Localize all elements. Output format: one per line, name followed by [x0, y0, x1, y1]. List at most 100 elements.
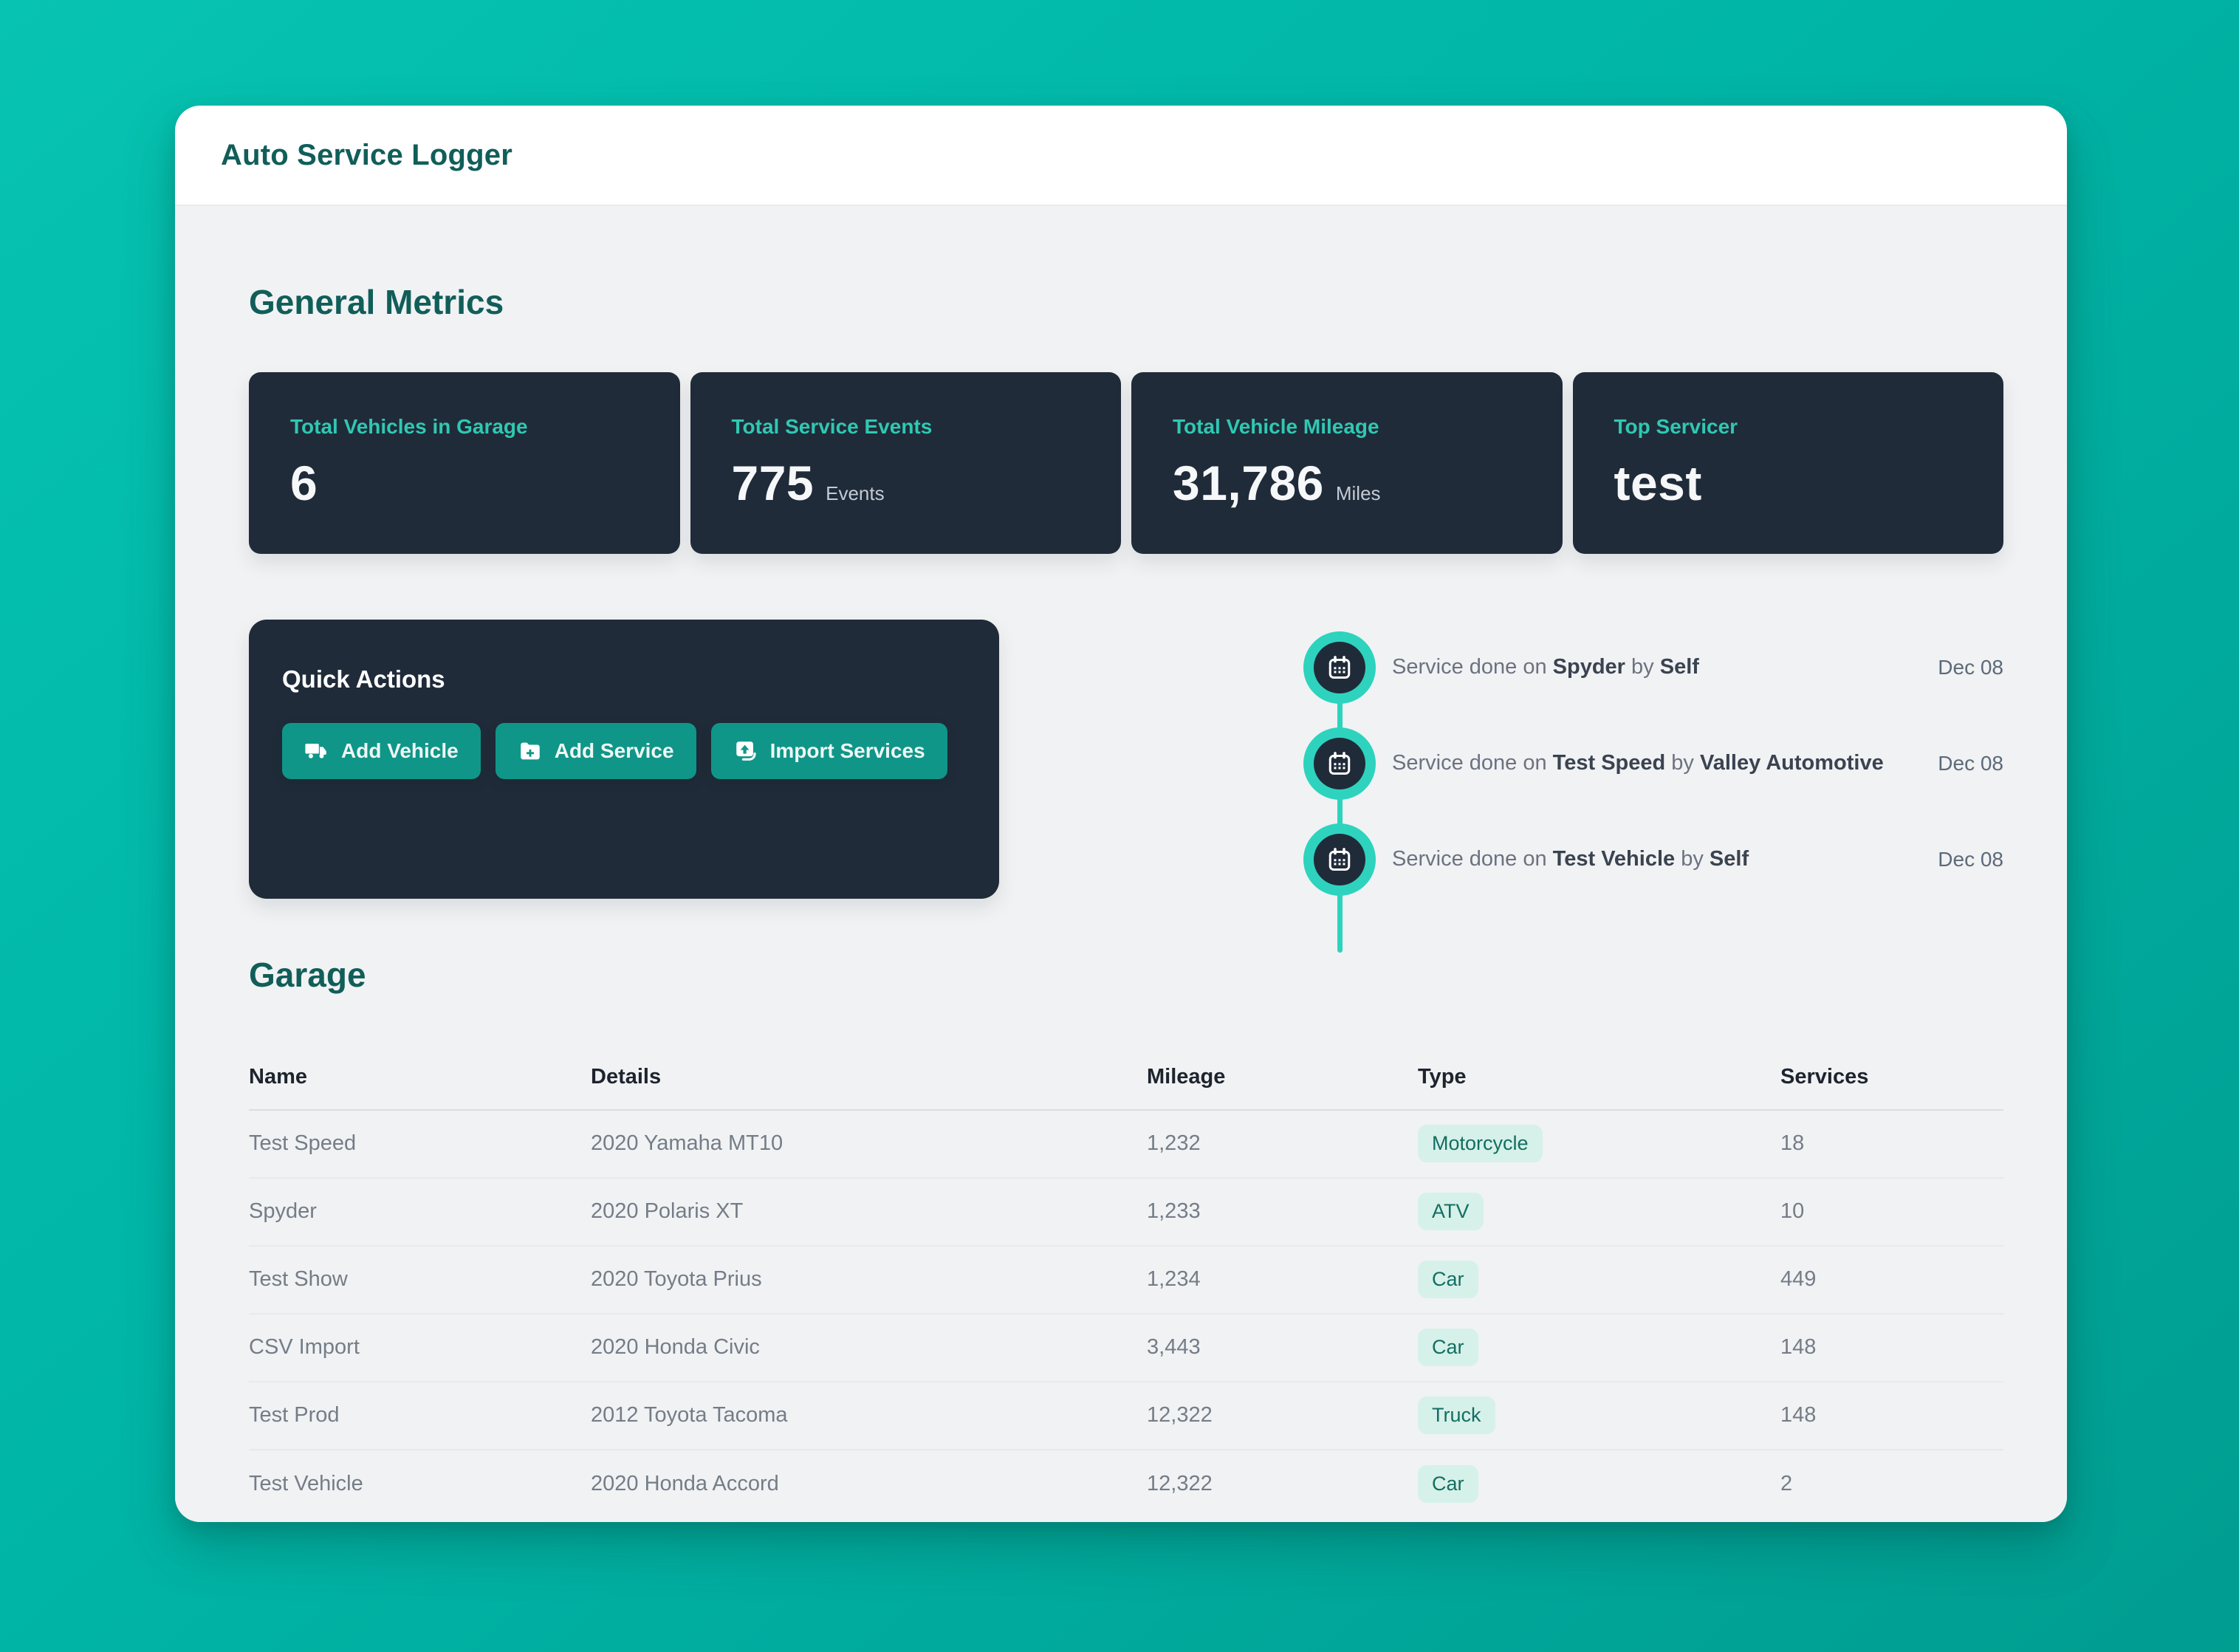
timeline-servicer: Self [1659, 655, 1699, 679]
recent-services-timeline: Service done on Spyder by Self Dec 08 [1303, 620, 2003, 953]
type-badge: Car [1418, 1261, 1478, 1299]
folder-plus-icon [520, 742, 540, 760]
column-header-details: Details [591, 1064, 662, 1089]
metric-value: 31,786 [1173, 455, 1324, 510]
metrics-row: Total Vehicles in Garage 6 Total Service… [249, 371, 2003, 554]
vehicle-mileage: 3,443 [1147, 1335, 1201, 1360]
metric-unit: Miles [1335, 481, 1381, 504]
metric-value: 6 [290, 455, 318, 510]
vehicle-name: Test Show [249, 1267, 348, 1292]
vehicle-services: 18 [1780, 1131, 1805, 1156]
calendar-icon [1328, 751, 1351, 775]
timeline-vehicle: Test Speed [1552, 751, 1666, 775]
column-header-type: Type [1418, 1064, 1467, 1089]
table-row: CSV Import 2020 Honda Civic 3,443 Car 14… [249, 1315, 2003, 1382]
timeline-node [1303, 727, 1376, 800]
general-metrics-heading: General Metrics [249, 283, 504, 321]
vehicle-services: 148 [1780, 1335, 1817, 1360]
add-service-button[interactable]: Add Service [495, 722, 696, 779]
quick-actions-buttons: Add Vehicle Add Service Import Serv [282, 722, 966, 779]
dashboard-body: General Metrics Total Vehicles in Garage… [175, 206, 2067, 1522]
import-services-button[interactable]: Import Services [710, 722, 947, 779]
timeline-text: Service done on Test Speed by Valley Aut… [1392, 751, 1884, 775]
timeline-connector-line [1337, 667, 1343, 953]
type-badge: Car [1418, 1465, 1478, 1504]
vehicle-mileage: 12,322 [1147, 1472, 1213, 1496]
main-card: Auto Service Logger General Metrics Tota… [175, 106, 2067, 1522]
vehicle-details: 2020 Honda Civic [591, 1335, 760, 1360]
timeline-servicer: Self [1709, 847, 1749, 871]
column-header-mileage: Mileage [1147, 1064, 1226, 1089]
timeline-node [1303, 631, 1376, 704]
vehicle-services: 148 [1780, 1403, 1817, 1427]
middle-row: Quick Actions Add Vehicle [249, 619, 2003, 953]
vehicle-name: Spyder [249, 1199, 317, 1224]
type-badge: ATV [1418, 1193, 1484, 1231]
upload-icon [736, 741, 756, 761]
calendar-icon [1328, 847, 1351, 871]
vehicle-services: 449 [1780, 1267, 1817, 1292]
timeline-item: Service done on Spyder by Self Dec 08 [1303, 620, 2003, 716]
vehicle-details: 2012 Toyota Tacoma [591, 1403, 788, 1427]
quick-actions-title: Quick Actions [282, 665, 445, 693]
type-badge: Motorcycle [1418, 1125, 1543, 1163]
vehicle-mileage: 1,234 [1147, 1267, 1201, 1292]
vehicle-details: 2020 Polaris XT [591, 1199, 744, 1224]
button-label: Add Service [554, 738, 674, 762]
vehicle-services: 10 [1780, 1199, 1805, 1224]
add-vehicle-button[interactable]: Add Vehicle [282, 722, 481, 779]
table-row: Test Show 2020 Toyota Prius 1,234 Car 44… [249, 1247, 2003, 1315]
vehicle-details: 2020 Yamaha MT10 [591, 1131, 784, 1156]
metric-card-top-servicer: Top Servicer test [1572, 371, 2003, 554]
timeline-item: Service done on Test Vehicle by Self Dec… [1303, 812, 2003, 908]
timeline-vehicle: Test Vehicle [1552, 847, 1676, 871]
vehicle-name: Test Vehicle [249, 1472, 363, 1496]
garage-table-header: Name Details Mileage Type Services [249, 1056, 2003, 1111]
timeline-text: Service done on Test Vehicle by Self [1392, 847, 1749, 871]
timeline-date: Dec 08 [1938, 847, 2003, 871]
truck-icon [305, 743, 326, 758]
timeline-date: Dec 08 [1938, 655, 2003, 679]
vehicle-mileage: 12,322 [1147, 1403, 1213, 1427]
vehicle-mileage: 1,232 [1147, 1131, 1201, 1156]
button-label: Import Services [769, 738, 925, 762]
table-row: Test Speed 2020 Yamaha MT10 1,232 Motorc… [249, 1111, 2003, 1179]
timeline-servicer: Valley Automotive [1699, 751, 1884, 775]
column-header-name: Name [249, 1064, 307, 1089]
type-badge: Car [1418, 1329, 1478, 1367]
vehicle-services: 2 [1780, 1472, 1793, 1496]
calendar-icon [1328, 655, 1351, 679]
metric-label: Top Servicer [1614, 414, 1738, 438]
vehicle-name: Test Speed [249, 1131, 357, 1156]
metric-label: Total Vehicle Mileage [1173, 414, 1379, 438]
table-row: Spyder 2020 Polaris XT 1,233 ATV 10 [249, 1179, 2003, 1247]
metric-label: Total Vehicles in Garage [290, 414, 528, 438]
timeline-item: Service done on Test Speed by Valley Aut… [1303, 716, 2003, 812]
timeline-date: Dec 08 [1938, 751, 2003, 775]
metric-card-vehicle-mileage: Total Vehicle Mileage 31,786 Miles [1131, 371, 1563, 554]
table-row: Test Vehicle 2020 Honda Accord 12,322 Ca… [249, 1450, 2003, 1518]
app-header: Auto Service Logger [175, 106, 2067, 206]
metric-card-service-events: Total Service Events 775 Events [690, 371, 1121, 554]
vehicle-details: 2020 Toyota Prius [591, 1267, 762, 1292]
garage-table: Name Details Mileage Type Services Test … [249, 1056, 2003, 1518]
vehicle-name: CSV Import [249, 1335, 360, 1360]
metric-label: Total Service Events [731, 414, 933, 438]
column-header-services: Services [1780, 1064, 1869, 1089]
button-label: Add Vehicle [341, 738, 459, 762]
metric-value: test [1614, 455, 1702, 510]
metric-card-total-vehicles: Total Vehicles in Garage 6 [249, 371, 680, 554]
vehicle-mileage: 1,233 [1147, 1199, 1201, 1224]
quick-actions-card: Quick Actions Add Vehicle [249, 619, 999, 899]
timeline-node [1303, 823, 1376, 896]
timeline-vehicle: Spyder [1552, 655, 1625, 679]
garage-heading: Garage [249, 955, 366, 994]
timeline-text: Service done on Spyder by Self [1392, 655, 1699, 679]
vehicle-name: Test Prod [249, 1403, 340, 1427]
app-title: Auto Service Logger [221, 138, 512, 171]
table-row: Test Prod 2012 Toyota Tacoma 12,322 Truc… [249, 1382, 2003, 1450]
type-badge: Truck [1418, 1396, 1495, 1435]
metric-value: 775 [731, 455, 815, 510]
metric-unit: Events [826, 481, 885, 504]
